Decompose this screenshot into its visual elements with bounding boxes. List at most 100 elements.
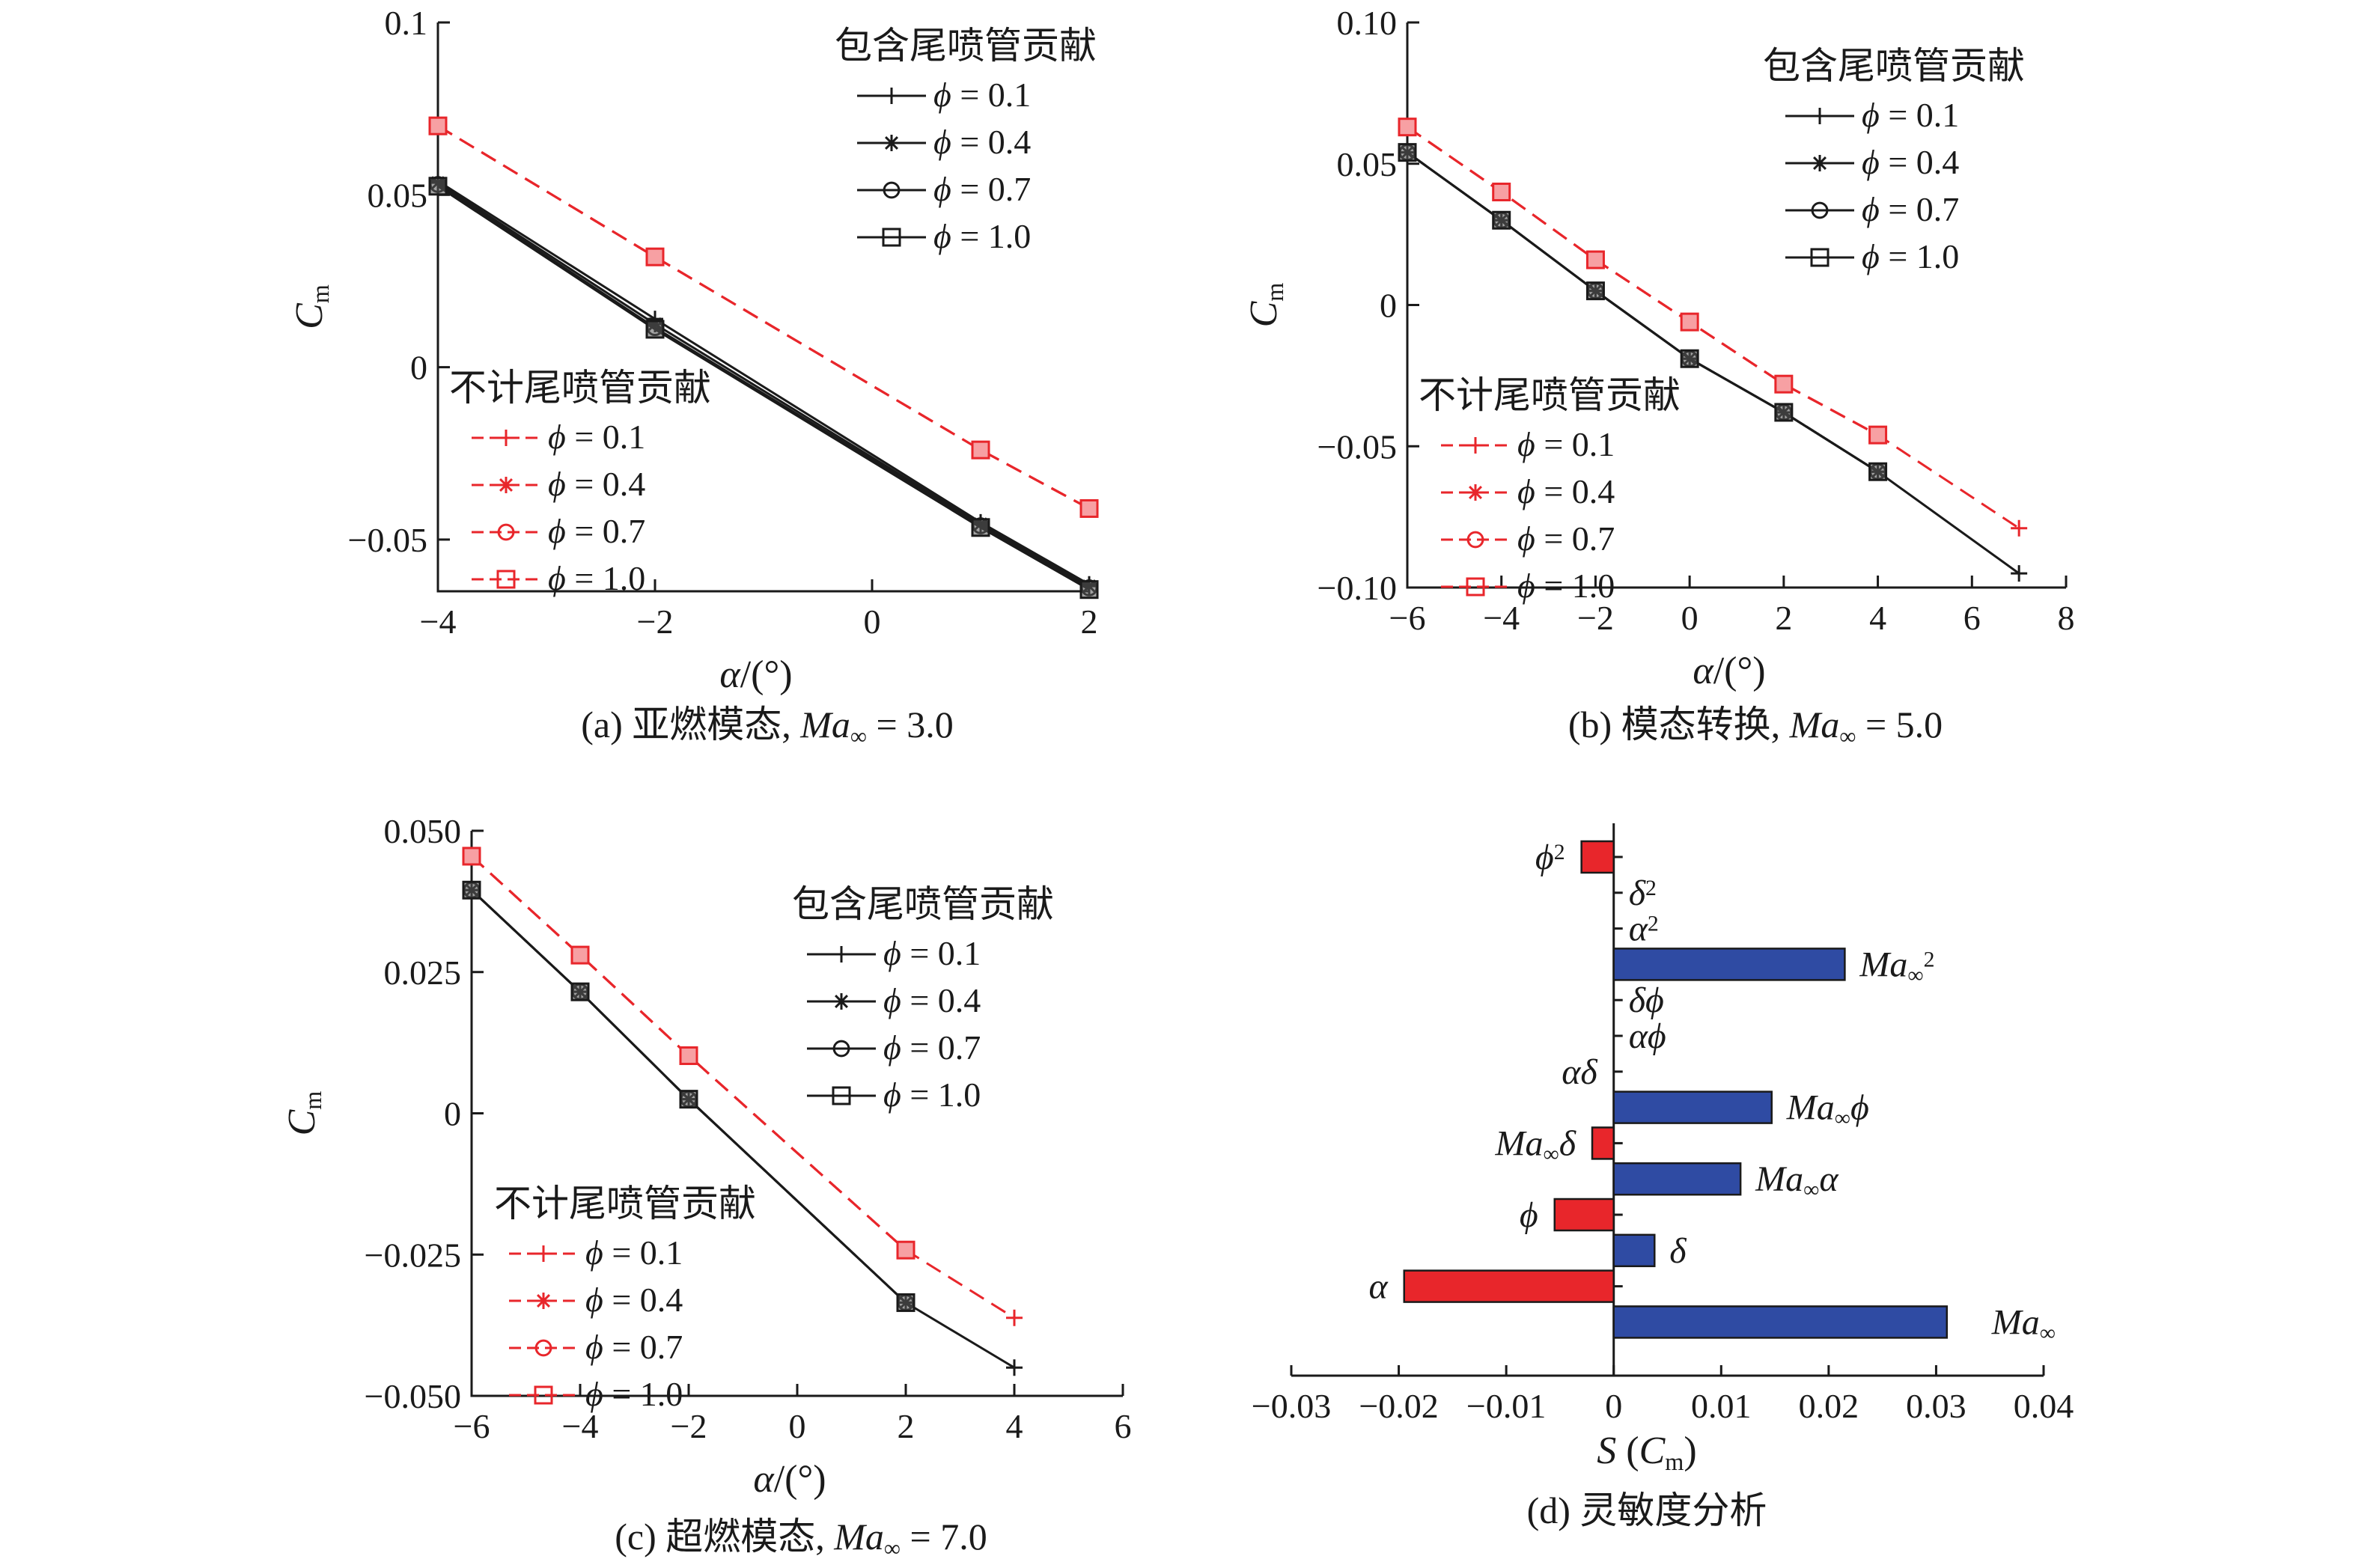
data-point (679, 1046, 698, 1065)
series-with-square (462, 880, 916, 1312)
data-point (896, 1240, 916, 1260)
legend-label: ϕ = 0.4 (933, 123, 1031, 161)
legend-legend_with: 包含尾喷管贡献 ϕ = 0.1 ϕ = 0.4 ϕ = 0.7 ϕ = 1.0 (1763, 45, 2025, 275)
data-point (679, 1090, 698, 1109)
x-tick-label: 2 (1775, 599, 1792, 637)
series-line (470, 889, 907, 1304)
y-tick-label: 0 (410, 349, 427, 387)
data-point (1398, 118, 1417, 137)
legend-label: ϕ = 0.1 (585, 1233, 683, 1272)
legend-marker (882, 228, 901, 247)
y-tick-label: −0.025 (365, 1236, 461, 1274)
y-axis-title: Cm (281, 1091, 326, 1136)
data-point (570, 982, 590, 1001)
legend-legend_without: 不计尾喷管贡献 ϕ = 0.1 ϕ = 0.4 ϕ = 0.7 ϕ = 1.0 (1419, 374, 1681, 605)
legend-marker (535, 1293, 552, 1309)
legend-marker (534, 1339, 552, 1357)
data-point (428, 116, 448, 135)
bar-label: δ2 (1629, 873, 1657, 913)
y-tick-label: 0.025 (384, 954, 462, 992)
legend-label: ϕ = 0.7 (548, 512, 645, 550)
x-tick-label: −2 (671, 1407, 707, 1445)
legend-label: ϕ = 1.0 (585, 1375, 683, 1413)
legend-label: ϕ = 0.7 (1862, 190, 1959, 228)
bar (1612, 1233, 1656, 1268)
bar-label: Ma∞ (1991, 1302, 2056, 1345)
data-point (971, 518, 990, 537)
legend-marker (1810, 248, 1830, 267)
legend-marker (1812, 108, 1828, 124)
data-point (645, 247, 665, 266)
legend-marker (832, 1040, 850, 1058)
legend-marker (833, 946, 850, 963)
x-tick-label: −0.03 (1252, 1387, 1331, 1425)
x-axis-title: S (Cm) (1597, 1430, 1696, 1475)
legend-title: 不计尾喷管贡献 (1419, 374, 1681, 416)
series-without-square (428, 116, 1099, 518)
x-tick-label: −0.02 (1359, 1387, 1438, 1425)
data-point (1492, 210, 1511, 230)
data-point (1585, 281, 1605, 301)
legend-label: ϕ = 0.1 (1862, 96, 1959, 134)
panel-caption: (b) 模态转换, Ma∞ = 5.0 (1568, 704, 1943, 749)
x-tick-label: −6 (454, 1407, 490, 1445)
bar (1580, 840, 1615, 874)
series-line (470, 855, 907, 1251)
bar-label: ϕ2 (1535, 838, 1565, 877)
bar (1612, 1090, 1773, 1124)
legend-label: ϕ = 1.0 (883, 1076, 981, 1114)
y-tick-label: −0.05 (1317, 427, 1397, 466)
legend-label: ϕ = 0.4 (1862, 143, 1959, 181)
series-line (437, 183, 1090, 589)
legend-marker (1467, 484, 1484, 501)
y-tick-label: 0.05 (368, 176, 428, 214)
legend-marker (498, 477, 514, 493)
legend-marker (832, 1086, 851, 1105)
data-point (1006, 1309, 1023, 1326)
legend-marker (1812, 155, 1828, 171)
data-point (896, 1293, 916, 1312)
bar-label: δ (1669, 1231, 1687, 1271)
data-point (1585, 250, 1605, 269)
legend-marker (1467, 437, 1484, 454)
y-tick-label: −0.050 (365, 1377, 461, 1415)
legend-marker (497, 523, 515, 541)
legend-title: 包含尾喷管贡献 (792, 883, 1054, 925)
x-tick-label: 0 (864, 603, 881, 641)
data-point (570, 945, 590, 965)
x-tick-label: 0 (789, 1407, 806, 1445)
x-tick-label: 2 (898, 1407, 915, 1445)
legend-label: ϕ = 0.4 (883, 981, 981, 1019)
y-tick-label: 0.050 (384, 812, 462, 850)
panel-a: 0.1 0.05 0 −0.05 −4 −2 0 2 α/(°) Cm (a) 亚燃模态, Ma∞ … (288, 4, 1099, 749)
bar (1612, 948, 1846, 981)
panel-caption: (d) 灵敏度分析 (1527, 1489, 1767, 1531)
series-line (1407, 151, 1879, 473)
bar-label: αϕ (1629, 1016, 1666, 1056)
x-tick-label: −0.01 (1466, 1387, 1546, 1425)
data-point (1079, 498, 1099, 518)
x-tick-label: 2 (1081, 603, 1098, 641)
data-point (1006, 1359, 1023, 1376)
data-point (1398, 143, 1417, 162)
x-tick-label: 6 (1115, 1407, 1132, 1445)
data-point (1868, 462, 1888, 481)
series-with-circle (1398, 144, 1886, 481)
series-line (1407, 151, 1879, 473)
panel-caption: (a) 亚燃模态, Ma∞ = 3.0 (581, 704, 953, 749)
y-tick-label: −0.05 (348, 521, 427, 559)
legend-legend_without: 不计尾喷管贡献 ϕ = 0.1 ϕ = 0.4 ϕ = 0.7 ϕ = 1.0 (449, 367, 711, 597)
legend-legend_with: 包含尾喷管贡献 ϕ = 0.1 ϕ = 0.4 ϕ = 0.7 ϕ = 1.0 (792, 883, 1054, 1114)
legend-marker (1811, 201, 1829, 219)
legend-marker (1466, 577, 1485, 597)
x-tick-label: 0 (1681, 599, 1699, 637)
legend-marker (498, 430, 514, 446)
bar-label: Ma∞α (1755, 1159, 1838, 1202)
bar (1553, 1198, 1615, 1232)
bar-label: Ma∞2 (1859, 945, 1934, 987)
bar (1612, 1162, 1742, 1196)
series-line (437, 180, 1090, 586)
series-with-square (1398, 143, 1888, 481)
x-tick-label: 4 (1006, 1407, 1023, 1445)
